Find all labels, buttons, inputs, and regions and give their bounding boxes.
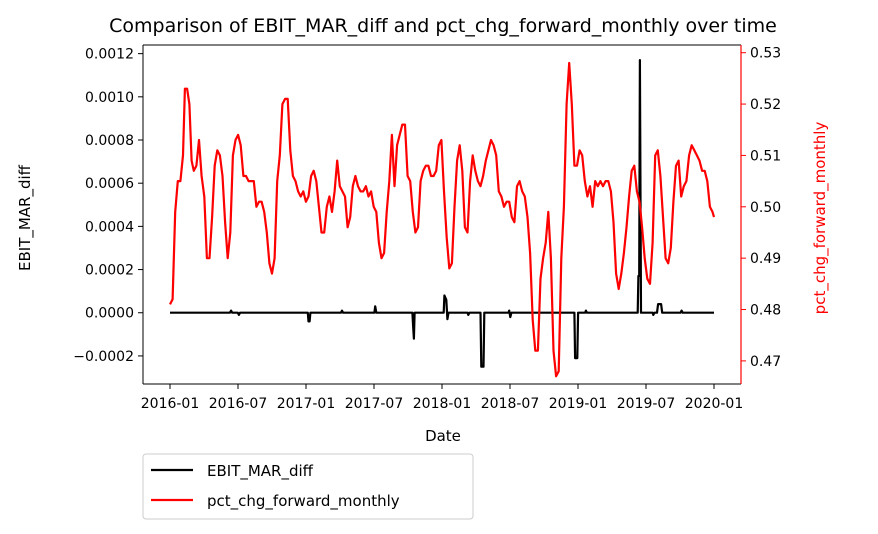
y-tick-label-left: 0.0006 — [85, 176, 134, 192]
x-tick-label: 2019-01 — [549, 396, 608, 412]
x-tick-label: 2017-01 — [277, 396, 336, 412]
y-tick-label-left: −0.0002 — [73, 349, 134, 365]
series-line-pct-chg-forward-monthly — [169, 61, 716, 378]
y-tick-label-left: 0.0004 — [85, 219, 134, 235]
x-tick-label: 2017-07 — [345, 396, 404, 412]
axes: 2016-01 2016-07 2017-01 2017-07 2018-01 2018-… — [73, 44, 781, 412]
y-tick-label-right: 0.53 — [750, 46, 781, 62]
left-y-axis-label: EBIT_MAR_diff — [16, 164, 35, 271]
x-axis-label: Date — [425, 427, 461, 445]
plot-lines — [169, 59, 716, 378]
y-tick-label-left: 0.0008 — [85, 133, 134, 149]
y-tick-label-right: 0.51 — [750, 148, 781, 164]
series-line-ebit-mar-diff — [170, 59, 714, 368]
y-tick-label-left: 0.0012 — [85, 47, 134, 63]
y-tick-label-left: 0.0000 — [85, 306, 134, 322]
y-tick-label-right: 0.48 — [750, 303, 781, 319]
y-tick-label-left: 0.0010 — [85, 90, 134, 106]
legend-frame — [142, 453, 474, 520]
y-tick-label-right: 0.49 — [750, 251, 781, 267]
chart-title: Comparison of EBIT_MAR_diff and pct_chg_… — [109, 15, 777, 37]
y-tick-label-right: 0.50 — [750, 200, 781, 216]
x-tick-label: 2018-01 — [413, 396, 472, 412]
x-tick-label: 2016-01 — [141, 396, 200, 412]
x-tick-label: 2020-01 — [685, 396, 744, 412]
x-tick-label: 2019-07 — [617, 396, 676, 412]
x-tick-label: 2018-07 — [481, 396, 540, 412]
y-tick-label-left: 0.0002 — [85, 263, 134, 279]
legend-label-ebit-mar-diff: EBIT_MAR_diff — [207, 462, 314, 481]
y-tick-label-right: 0.52 — [750, 97, 781, 113]
y-tick-label-right: 0.47 — [750, 354, 781, 370]
right-y-axis-label: pct_chg_forward_monthly — [811, 122, 830, 315]
legend: EBIT_MAR_diff pct_chg_forward_monthly — [142, 453, 474, 520]
x-tick-label: 2016-07 — [209, 396, 268, 412]
legend-label-pct-chg-forward-monthly: pct_chg_forward_monthly — [207, 492, 400, 511]
